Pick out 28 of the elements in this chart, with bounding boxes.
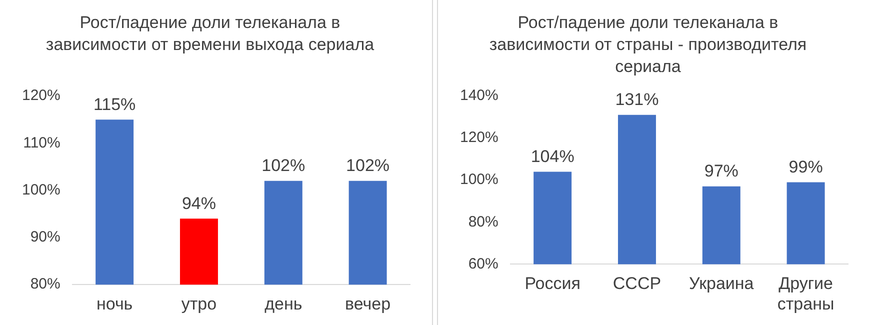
x-tick-label: ночь — [96, 294, 133, 314]
y-tick-label: 60% — [468, 255, 498, 272]
x-tick-label: утро — [181, 294, 217, 314]
y-tick-label: 80% — [30, 276, 60, 293]
y-tick-label: 110% — [23, 134, 60, 152]
data-label: 102% — [262, 156, 306, 176]
x-tick-label: Украина — [689, 274, 754, 294]
data-label: 97% — [704, 162, 738, 181]
chart-title: Рост/падение доли телеканала в зависимости от времени выхода сериала — [44, 12, 376, 56]
x-tick-label: вечер — [345, 294, 391, 314]
x-tick-label: СССР — [612, 274, 662, 294]
x-tick-label: Другие страны — [777, 274, 834, 314]
y-tick-label: 90% — [30, 228, 60, 246]
x-tick-label: день — [264, 294, 302, 314]
data-label: 115% — [93, 94, 136, 114]
y-tick-label: 80% — [468, 213, 498, 230]
y-tick-label: 100% — [22, 181, 60, 198]
data-label: 102% — [346, 156, 390, 176]
data-label: 99% — [788, 157, 823, 176]
chart-title: Рост/падение доли телеканала в зависимости от страны - производителя сериала — [488, 12, 808, 78]
data-label: 94% — [182, 194, 216, 213]
data-label: 131% — [615, 90, 659, 110]
y-tick-label: 120% — [22, 87, 60, 104]
y-tick-label: 120% — [460, 129, 498, 146]
y-tick-label: 100% — [460, 171, 498, 188]
x-tick-label: Россия — [524, 274, 580, 294]
data-label: 104% — [530, 146, 574, 166]
y-tick-label: 140% — [460, 87, 498, 104]
